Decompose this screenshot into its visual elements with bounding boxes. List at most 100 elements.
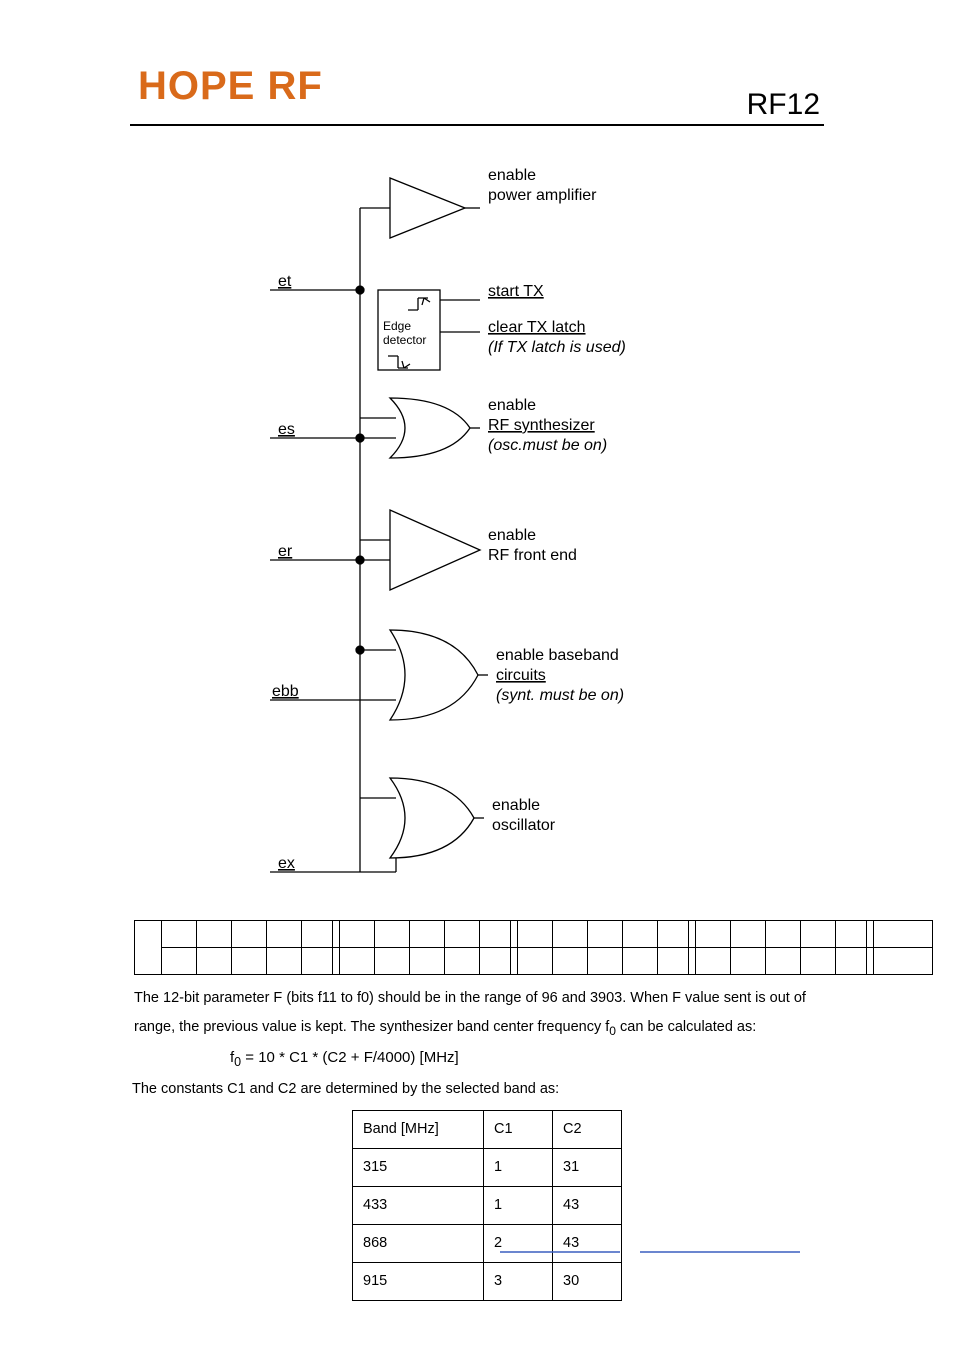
bit-cell (623, 921, 658, 948)
lbl-bb-1: enable baseband (496, 647, 619, 664)
ctbl-cell: 30 (553, 1263, 622, 1301)
bit-cell (689, 948, 696, 975)
bit-cell (135, 921, 162, 948)
bit-cell (766, 948, 801, 975)
bit-cell (518, 921, 553, 948)
ctbl-cell: 1 (484, 1187, 553, 1225)
bit-cell (696, 921, 731, 948)
page: HOPE RF RF12 (0, 0, 954, 1350)
bit-cell (333, 921, 340, 948)
lbl-fe-2: RF front end (488, 547, 577, 564)
bit-cell (162, 948, 197, 975)
ctbl-header: C2 (553, 1111, 622, 1149)
bit-cell (731, 921, 766, 948)
bit-cell (267, 921, 302, 948)
bit-cell (302, 948, 333, 975)
lbl-osc-2: oscillator (492, 817, 556, 834)
sig-ebb: ebb (272, 683, 299, 700)
bit-cell (340, 921, 375, 948)
lbl-bb-note: (synt. must be on) (496, 687, 624, 704)
para-line-2: range, the previous value is kept. The s… (134, 1013, 834, 1043)
bit-cell (766, 921, 801, 948)
ctbl-cell: 31 (553, 1149, 622, 1187)
lbl-synth-2: RF synthesizer (488, 417, 595, 434)
logic-diagram: et es er ebb ex enable power amplifier E… (270, 160, 690, 905)
bit-cell (162, 921, 197, 948)
para-2b: can be calculated as: (616, 1019, 756, 1035)
bit-cell (135, 948, 162, 975)
para-2a: range, the previous value is kept. The s… (134, 1019, 609, 1035)
bit-cell (588, 948, 623, 975)
bit-cell (874, 921, 933, 948)
ctbl-cell: 43 (553, 1225, 622, 1263)
bit-cell (197, 948, 232, 975)
bit-cell (445, 921, 480, 948)
ctbl-cell: 2 (484, 1225, 553, 1263)
bit-cell (874, 948, 933, 975)
lbl-edge-2: detector (383, 333, 426, 347)
bit-cell (511, 921, 518, 948)
bit-cell (197, 921, 232, 948)
bit-cell (658, 921, 689, 948)
constants-table: Band [MHz]C1C2 315131 433143 868243 915330 (352, 1110, 622, 1301)
lbl-pa-1: enable (488, 167, 536, 184)
bit-cell (731, 948, 766, 975)
ctbl-cell: 43 (553, 1187, 622, 1225)
bit-cell (689, 921, 696, 948)
lbl-txnote: (If TX latch is used) (488, 339, 626, 356)
bit-cell (410, 948, 445, 975)
lbl-synth-note: (osc.must be on) (488, 437, 607, 454)
bit-cell (867, 948, 874, 975)
bit-cell (836, 948, 867, 975)
bit-cell (333, 948, 340, 975)
bit-cell (480, 921, 511, 948)
bit-cell (553, 948, 588, 975)
bit-cell (445, 948, 480, 975)
lbl-starttx: start TX (488, 283, 544, 300)
bit-cell (588, 921, 623, 948)
bit-cell (836, 921, 867, 948)
bit-cell (867, 921, 874, 948)
bit-cell (375, 948, 410, 975)
bit-cell (518, 948, 553, 975)
brand-logo: HOPE RF (138, 64, 323, 109)
para-2-sub: 0 (609, 1024, 616, 1038)
bit-cell (340, 948, 375, 975)
bit-cell (375, 921, 410, 948)
part-number: RF12 (747, 88, 820, 122)
lbl-synth-1: enable (488, 397, 536, 414)
ctbl-cell: 433 (353, 1187, 484, 1225)
lbl-bb-2: circuits (496, 667, 546, 684)
bit-cell (553, 921, 588, 948)
page-header: HOPE RF RF12 (130, 68, 824, 126)
ctbl-header: C1 (484, 1111, 553, 1149)
lbl-fe-1: enable (488, 527, 536, 544)
bit-cell (480, 948, 511, 975)
formula-b: = 10 * C1 * (C2 + F/4000) [MHz] (241, 1049, 459, 1066)
ctbl-cell: 915 (353, 1263, 484, 1301)
para-line-3: The constants C1 and C2 are determined b… (132, 1075, 834, 1104)
ctbl-cell: 3 (484, 1263, 553, 1301)
ctbl-cell: 868 (353, 1225, 484, 1263)
sig-es: es (278, 421, 295, 438)
bit-cell (302, 921, 333, 948)
sig-et: et (278, 273, 292, 290)
bit-cell (801, 948, 836, 975)
formula: f0 = 10 * C1 * (C2 + F/4000) [MHz] (230, 1043, 834, 1075)
sig-er: er (278, 543, 293, 560)
lbl-osc-1: enable (492, 797, 540, 814)
bit-cell (801, 921, 836, 948)
lbl-pa-2: power amplifier (488, 187, 597, 204)
bit-cell (658, 948, 689, 975)
ctbl-cell: 1 (484, 1149, 553, 1187)
sig-ex: ex (278, 855, 295, 872)
ctbl-cell: 315 (353, 1149, 484, 1187)
footer-underline (500, 1248, 820, 1256)
bit-cell (232, 948, 267, 975)
lbl-edge-1: Edge (383, 319, 411, 333)
diagram-svg: et es er ebb ex enable power amplifier E… (270, 160, 690, 900)
ctbl-header: Band [MHz] (353, 1111, 484, 1149)
bit-cell (511, 948, 518, 975)
para-line-1: The 12-bit parameter F (bits f11 to f0) … (134, 984, 834, 1013)
bit-cell (696, 948, 731, 975)
